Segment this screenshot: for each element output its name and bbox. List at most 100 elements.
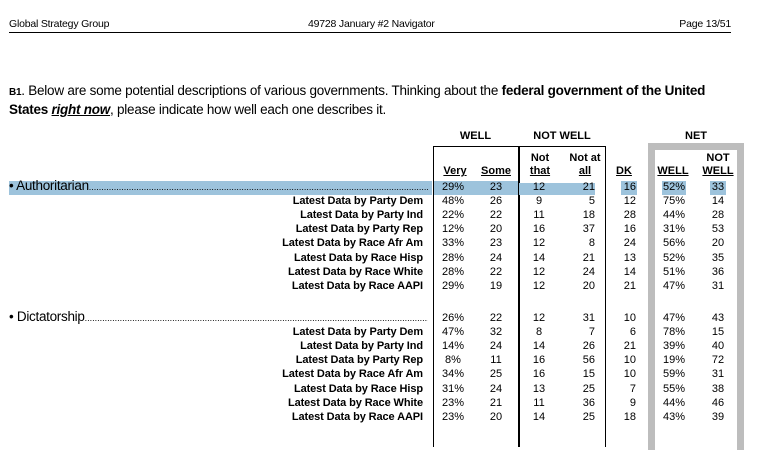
cell-net-not-well: 33 [711,181,725,193]
cell-net-not-well: 53 [711,223,725,236]
cell-net-well: 55% [662,382,686,395]
cell-dk: 6 [629,326,636,339]
cell-not-at-all: 26 [582,340,595,353]
cell-not-that: 9 [535,195,543,208]
cell-very: 29% [441,181,465,193]
column-header-some-label: Some [481,165,511,177]
header-page-number: Page 13/51 [679,18,731,30]
row-label: Latest Data by Race White [287,265,423,278]
cell-dk: 21 [623,279,636,292]
cell-net-not-well: 15 [711,326,725,339]
cell-net-well: 78% [662,326,686,339]
cell-net-well: 19% [662,354,686,367]
cell-some: 24 [489,340,503,353]
row-label: Latest Data by Party Rep [295,223,423,236]
cell-very: 28% [441,265,465,278]
not-well-box [518,146,606,447]
column-header-dk-label: DK [616,165,632,177]
question-bold-text: federal government of the United States [9,83,706,117]
cell-some: 26 [489,195,503,208]
cell-dk: 10 [623,312,636,324]
question-text-part: . Below are some potential descriptions … [21,83,502,98]
column-header-net-not-well-line2: WELL [702,165,734,177]
question-text: B1. Below are some potential description… [9,82,739,118]
cell-dk: 14 [623,265,636,278]
cell-net-well: 44% [662,209,686,222]
table-row: 33% 23 12 8 24 56% 20 [0,237,766,251]
cell-not-that: 16 [532,368,546,381]
cell-dk: 16 [623,181,636,193]
cell-not-at-all: 21 [582,181,595,193]
cell-dk: 13 [623,251,636,264]
cell-dk: 9 [629,396,636,409]
cell-dk: 10 [623,368,636,381]
column-header-very: Very [438,165,472,178]
cell-net-well: 51% [662,265,686,278]
table-row: 34% 25 16 15 10 59% 31 [0,368,766,382]
row-label: Latest Data by Party Dem [292,195,423,208]
cell-very: 34% [441,368,465,381]
cell-some: 23 [489,181,503,193]
cell-net-well: 52% [662,181,686,193]
cell-net-well: 56% [662,237,686,250]
cell-very: 8% [445,354,461,367]
cell-net-not-well: 28 [711,209,725,222]
table-row: 47% 32 8 7 6 78% 15 [0,326,766,340]
cell-net-well: 31% [662,223,686,236]
column-header-not-at-all: Not at all [564,152,606,178]
cell-not-at-all: 5 [588,195,595,208]
cell-very: 23% [441,410,465,423]
table-row: 8% 11 16 56 10 19% 72 [0,354,766,368]
cell-net-well: 44% [662,396,686,409]
cell-not-that: 12 [532,181,546,193]
cell-net-well: 75% [662,195,686,208]
cell-not-at-all: 31 [582,312,595,324]
cell-dk: 21 [623,340,636,353]
cell-dk: 16 [623,223,636,236]
cell-net-not-well: 20 [711,237,725,250]
cell-not-that: 11 [533,396,545,409]
cell-some: 11 [490,354,502,367]
row-label: Latest Data by Race White [287,396,423,409]
cell-net-not-well: 31 [711,368,725,381]
table-row: 23% 21 11 36 9 44% 46 [0,397,766,411]
question-emphasis: right now [51,102,111,117]
header-survey-title: 49728 January #2 Navigator [308,18,435,30]
cell-very: 26% [441,312,465,324]
net-box [648,143,744,450]
cell-not-at-all: 21 [582,251,595,264]
cell-very: 14% [441,340,465,353]
dot-leader: ........................................… [84,313,428,323]
cell-very: 33% [441,237,465,250]
category-label: • Dictatorship..........................… [9,309,428,324]
table-row: 23% 20 14 25 18 43% 39 [0,411,766,425]
cell-not-at-all: 25 [582,410,595,423]
cell-net-not-well: 39 [711,410,725,423]
cell-net-not-well: 43 [711,312,725,324]
cell-not-that: 8 [535,326,543,339]
category-name: Dictatorship [16,309,85,324]
cell-some: 24 [489,382,503,395]
table-row-total: 26% 22 12 31 10 47% 43 [0,312,766,326]
highlight-authoritarian-net-not-well [710,181,726,195]
cell-very: 47% [441,326,465,339]
question-number: B1 [9,87,22,98]
cell-net-not-well: 35 [711,251,725,264]
column-header-some: Some [479,165,513,178]
table-row: 28% 22 12 24 14 51% 36 [0,266,766,280]
cell-dk: 7 [629,382,636,395]
cell-net-well: 43% [662,410,686,423]
cell-not-at-all: 18 [582,209,595,222]
cell-not-that: 16 [532,354,546,367]
cell-net-not-well: 72 [711,354,725,367]
table-row: 12% 20 16 37 16 31% 53 [0,223,766,237]
column-header-net-well: WELL [656,165,690,178]
cell-some: 22 [489,265,503,278]
group-header-not-well: NOT WELL [533,130,591,142]
highlight-authoritarian-net-well [662,181,686,195]
row-label: Latest Data by Race Afr Am [282,368,423,381]
cell-net-not-well: 38 [711,382,725,395]
cell-net-well: 59% [662,368,686,381]
cell-not-at-all: 7 [588,326,595,339]
cell-not-that: 11 [533,209,545,222]
